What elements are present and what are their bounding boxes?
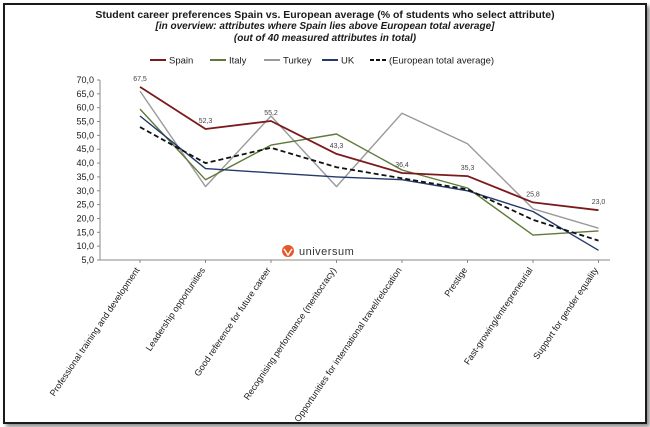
- data-label: 23,0: [592, 199, 606, 206]
- universum-logo: universum: [282, 245, 354, 258]
- chart-titles: Student career preferences Spain vs. Eur…: [0, 9, 650, 45]
- y-tick-label: 55,0: [76, 117, 94, 127]
- x-axis: Professional training and development Lea…: [48, 259, 610, 424]
- x-category-label: Prestige: [442, 266, 469, 299]
- x-category-label: Good reference for future career: [192, 266, 272, 379]
- chart-title: Student career preferences Spain vs. Eur…: [95, 9, 555, 21]
- y-tick-label: 15,0: [76, 227, 94, 237]
- y-axis: 5,0 10,0 15,0 20,0 25,0 30,0 35,0 40,0 45,0 50,0 5…: [76, 75, 101, 265]
- y-tick-label: 20,0: [76, 213, 94, 223]
- logo-mark-glyph: [283, 248, 293, 257]
- legend-label: UK: [341, 56, 355, 67]
- x-category-label: Professional training and development: [48, 265, 142, 398]
- y-tick-label: 65,0: [76, 89, 94, 99]
- chart-legend: Spain Italy Turkey UK (European total averag…: [150, 56, 494, 67]
- series-line-uk: [139, 115, 599, 251]
- chart-subtitle-1: [in overview: attributes where Spain lie…: [155, 21, 495, 32]
- logo-mark-icon: [282, 245, 294, 257]
- legend-label: Turkey: [283, 56, 312, 67]
- data-label: 25,8: [526, 191, 540, 198]
- series-line-spain: [139, 86, 599, 212]
- x-category-label: Fast-growing/entrepreneurial: [462, 266, 535, 367]
- series-line-turkey: [139, 90, 599, 229]
- logo-text: universum: [299, 246, 354, 258]
- chart-frame: [3, 3, 647, 424]
- y-tick-label: 35,0: [76, 172, 94, 182]
- x-category-label: Support for gender equality: [531, 265, 600, 361]
- data-label: 55,2: [264, 110, 278, 117]
- data-labels: 67,5 52,3 55,2 43,3 36,4 35,3 25,8 23,0: [133, 76, 605, 206]
- data-label: 35,3: [461, 165, 475, 172]
- data-label: 52,3: [199, 118, 213, 125]
- data-label: 36,4: [395, 162, 409, 169]
- y-tick-label: 70,0: [76, 75, 94, 85]
- data-label: 43,3: [330, 143, 344, 150]
- series-line-europeantotalaverage: [139, 126, 599, 242]
- y-tick-label: 25,0: [76, 200, 94, 210]
- series-line-italy: [139, 108, 599, 236]
- x-category-label: Opportunities for international travel/r…: [292, 266, 403, 424]
- y-tick-label: 40,0: [76, 158, 94, 168]
- x-category-label: Leadership opportunities: [144, 265, 208, 353]
- legend-label: Italy: [229, 56, 247, 67]
- y-tick-label: 50,0: [76, 130, 94, 140]
- chart-subtitle-2: (out of 40 measured attributes in total): [233, 33, 417, 44]
- y-tick-label: 30,0: [76, 186, 94, 196]
- y-tick-label: 45,0: [76, 144, 94, 154]
- y-tick-label: 5,0: [81, 255, 94, 265]
- y-tick-label: 10,0: [76, 241, 94, 251]
- y-tick-label: 60,0: [76, 103, 94, 113]
- legend-label: (European total average): [389, 56, 494, 67]
- series-lines: [139, 86, 599, 251]
- legend-label: Spain: [169, 56, 193, 67]
- data-label: 67,5: [133, 76, 147, 83]
